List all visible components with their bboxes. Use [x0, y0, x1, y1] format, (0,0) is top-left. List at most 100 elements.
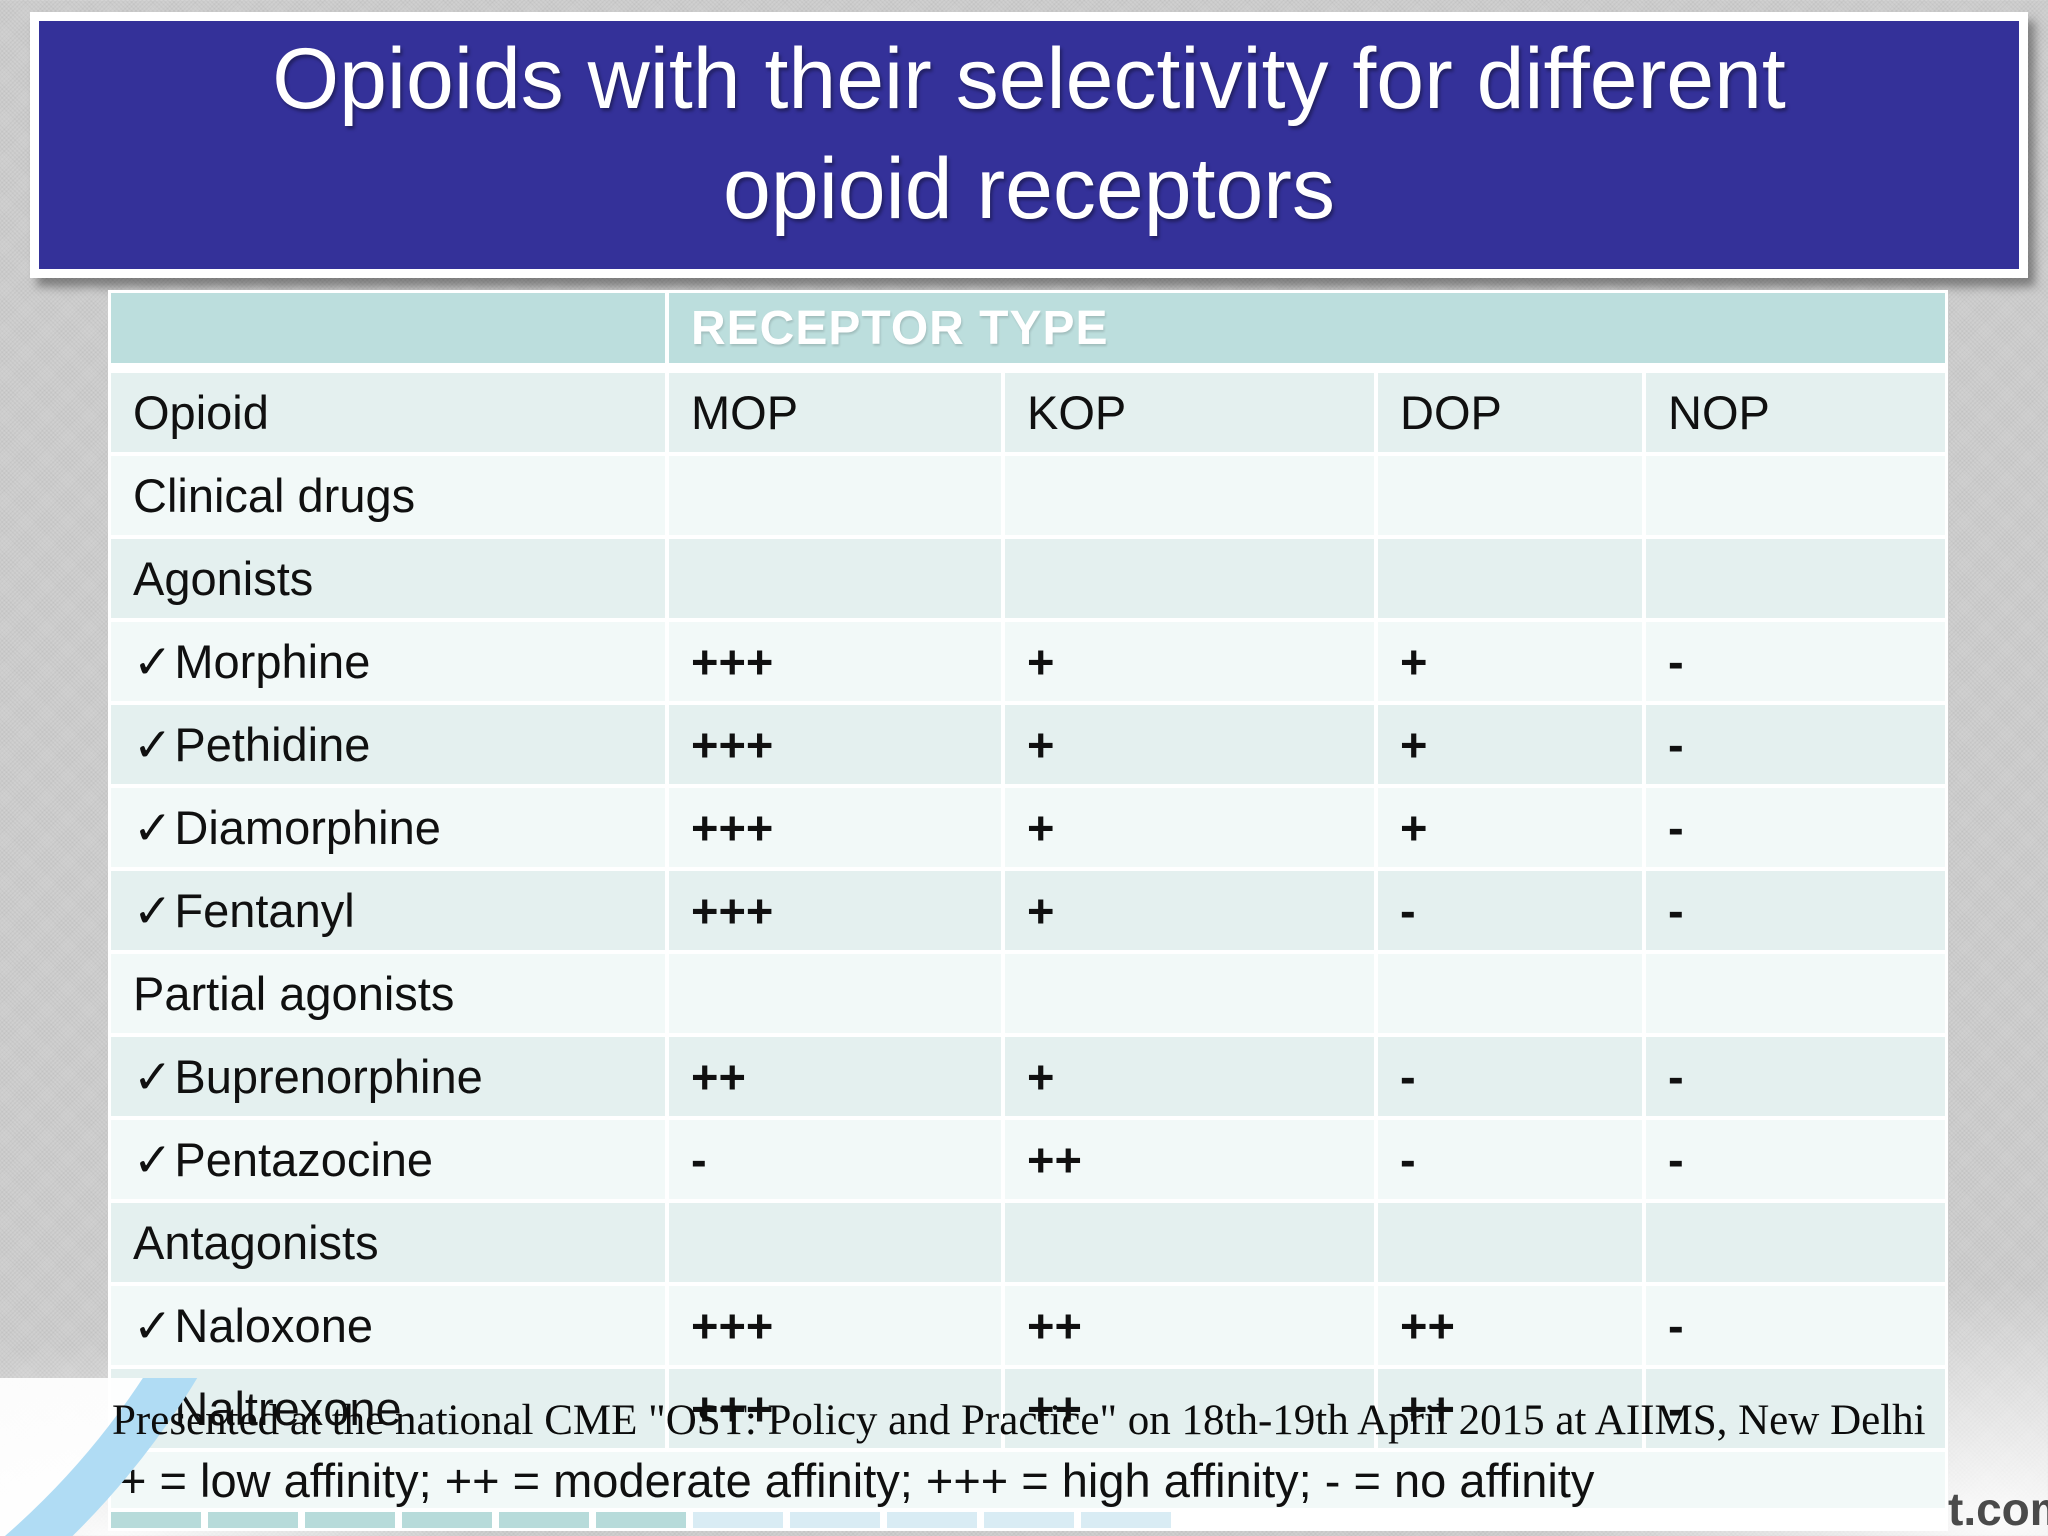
affinity-cell: + — [1378, 622, 1642, 701]
table-row-label: ✓ Pentazocine — [111, 1120, 665, 1199]
check-icon: ✓ — [133, 800, 173, 854]
affinity-cell — [1646, 954, 1945, 1033]
affinity-value: - — [691, 1133, 707, 1186]
legend-text: + = low affinity; ++ = moderate affinity… — [119, 1453, 1595, 1507]
affinity-cell: ++ — [1005, 1369, 1374, 1448]
corner-decoration — [0, 1378, 300, 1536]
table-row-label: Antagonists — [111, 1203, 665, 1282]
affinity-cell — [1005, 539, 1374, 618]
strip-segment — [499, 1512, 589, 1528]
affinity-cell — [1646, 539, 1945, 618]
affinity-cell: +++ — [669, 1369, 1001, 1448]
affinity-value: - — [1668, 884, 1684, 937]
affinity-value: ++ — [1400, 1382, 1455, 1435]
column-header-label: NOP — [1668, 386, 1770, 439]
affinity-cell: +++ — [669, 705, 1001, 784]
affinity-cell: + — [1005, 788, 1374, 867]
affinity-cell — [1378, 539, 1642, 618]
column-header-label: DOP — [1400, 386, 1502, 439]
affinity-value: - — [1400, 1133, 1416, 1186]
table-row-label: Clinical drugs — [111, 456, 665, 535]
table-row-label: ✓ Naloxone — [111, 1286, 665, 1365]
strip-segment — [693, 1512, 783, 1528]
strip-segment — [402, 1512, 492, 1528]
column-header-label: KOP — [1027, 386, 1127, 439]
affinity-cell: +++ — [669, 788, 1001, 867]
affinity-cell: + — [1005, 1037, 1374, 1116]
affinity-value: +++ — [691, 718, 774, 771]
affinity-value: - — [1668, 718, 1684, 771]
slide-title-line1: Opioids with their selectivity for diffe… — [272, 31, 1786, 127]
drug-name: Naltrexone — [174, 1382, 402, 1435]
affinity-value: - — [1400, 1050, 1416, 1103]
affinity-value: + — [1027, 1050, 1055, 1103]
affinity-cell: - — [1646, 1286, 1945, 1365]
affinity-cell: - — [1378, 1120, 1642, 1199]
affinity-cell: + — [1005, 705, 1374, 784]
affinity-cell: ++ — [669, 1037, 1001, 1116]
group-header-empty-cell — [111, 293, 665, 363]
affinity-cell: - — [1646, 622, 1945, 701]
check-icon: ✓ — [133, 1132, 173, 1186]
section-label: Clinical drugs — [133, 469, 416, 522]
affinity-value: - — [1668, 1133, 1684, 1186]
affinity-cell: +++ — [669, 622, 1001, 701]
affinity-value: +++ — [691, 1382, 774, 1435]
affinity-value: + — [1027, 635, 1055, 688]
strip-segment — [208, 1512, 298, 1528]
affinity-cell: +++ — [669, 1286, 1001, 1365]
check-icon: ✓ — [133, 1049, 173, 1103]
column-header-label: Opioid — [133, 386, 269, 439]
affinity-cell — [669, 456, 1001, 535]
affinity-cell: - — [1378, 1037, 1642, 1116]
slide-title-line2: opioid receptors — [723, 141, 1335, 237]
table-row-label: ✓ Fentanyl — [111, 871, 665, 950]
affinity-value: +++ — [691, 884, 774, 937]
section-label: Agonists — [133, 552, 314, 605]
affinity-cell — [1005, 1203, 1374, 1282]
affinity-cell: - — [669, 1120, 1001, 1199]
watermark-text: t.com — [1948, 1483, 2048, 1535]
affinity-cell: ++ — [1378, 1286, 1642, 1365]
affinity-cell: - — [1646, 1369, 1945, 1448]
strip-segment — [1081, 1512, 1171, 1528]
drug-name: Pethidine — [174, 718, 371, 771]
affinity-cell — [1005, 456, 1374, 535]
column-header-opioid: Opioid — [111, 373, 665, 452]
affinity-cell — [1646, 1203, 1945, 1282]
affinity-cell — [1005, 954, 1374, 1033]
cme-overlay-note: Presented at the national CME "OST: Poli… — [112, 1397, 1926, 1444]
affinity-cell: + — [1005, 622, 1374, 701]
column-header-nop: NOP — [1646, 373, 1945, 452]
strip-segment — [790, 1512, 880, 1528]
table-row-label: ✓ Diamorphine — [111, 788, 665, 867]
drug-name: Diamorphine — [174, 801, 441, 854]
table-row-label: ✓ Morphine — [111, 622, 665, 701]
affinity-cell — [1378, 1203, 1642, 1282]
section-label: Partial agonists — [133, 967, 455, 1020]
affinity-cell — [1378, 954, 1642, 1033]
affinity-cell: - — [1646, 788, 1945, 867]
drug-name: Morphine — [174, 635, 371, 688]
affinity-value: + — [1400, 718, 1428, 771]
strip-segment — [596, 1512, 686, 1528]
affinity-value: + — [1400, 635, 1428, 688]
affinity-cell: - — [1646, 705, 1945, 784]
affinity-value: ++ — [1027, 1382, 1082, 1435]
check-icon: ✓ — [133, 1298, 173, 1352]
affinity-value: ++ — [691, 1050, 746, 1103]
affinity-value: ++ — [1027, 1133, 1082, 1186]
affinity-cell: - — [1378, 871, 1642, 950]
affinity-cell: - — [1646, 1120, 1945, 1199]
affinity-value: ++ — [1027, 1299, 1082, 1352]
affinity-value: - — [1668, 1299, 1684, 1352]
group-header-label: RECEPTOR TYPE — [691, 301, 1109, 355]
affinity-value: + — [1027, 718, 1055, 771]
check-icon: ✓ — [133, 634, 173, 688]
drug-name: Fentanyl — [174, 884, 355, 937]
table-row-label: Agonists — [111, 539, 665, 618]
table-row-label: ✓ Pethidine — [111, 705, 665, 784]
slide-title-banner: Opioids with their selectivity for diffe… — [30, 12, 2028, 278]
affinity-cell: - — [1646, 871, 1945, 950]
check-icon: ✓ — [133, 717, 173, 771]
